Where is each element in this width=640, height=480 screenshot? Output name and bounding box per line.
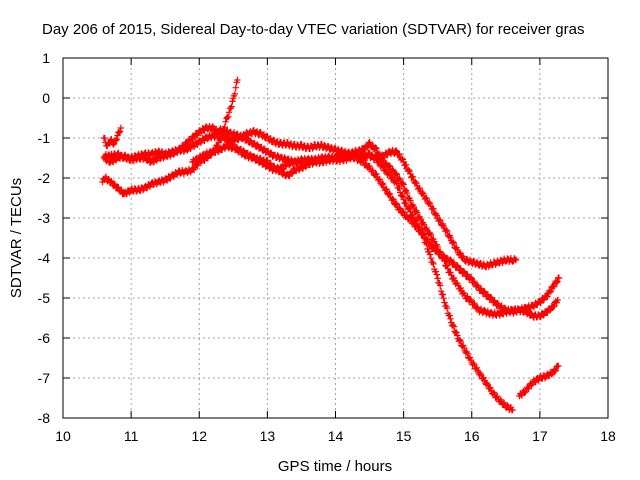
series-layer — [99, 76, 563, 414]
y-tick-label: -8 — [38, 410, 51, 426]
series-arc-5 — [189, 139, 561, 321]
y-tick-label: 1 — [42, 50, 50, 66]
series-arc-2 — [100, 124, 125, 150]
x-tick-label: 15 — [396, 428, 412, 444]
chart-title: Day 206 of 2015, Sidereal Day-to-day VTE… — [42, 21, 584, 38]
y-tick-label: -1 — [38, 130, 51, 146]
y-tick-label: -4 — [38, 250, 51, 266]
x-tick-label: 12 — [191, 428, 207, 444]
y-tick-label: -6 — [38, 330, 51, 346]
x-tick-label: 16 — [464, 428, 480, 444]
x-tick-label: 10 — [55, 428, 71, 444]
y-tick-label: -2 — [38, 170, 51, 186]
x-tick-label: 17 — [532, 428, 548, 444]
x-axis-label: GPS time / hours — [278, 458, 392, 475]
y-tick-label: 0 — [42, 90, 50, 106]
x-tick-labels: 10 11 12 13 14 15 16 17 18 — [55, 428, 616, 444]
series-arc-7 — [516, 362, 562, 400]
x-tick-label: 11 — [124, 428, 139, 444]
y-tick-label: -5 — [38, 290, 51, 306]
y-axis-label: SDTVAR / TECUs — [8, 178, 25, 298]
y-tick-labels: 1 0 -1 -2 -3 -4 -5 -6 -7 -8 — [38, 50, 51, 426]
x-tick-label: 18 — [600, 428, 616, 444]
grid — [62, 57, 609, 419]
series-arc-4 — [102, 127, 520, 271]
series-arc-6 — [216, 125, 563, 317]
y-tick-label: -7 — [38, 370, 51, 386]
x-tick-label: 13 — [260, 428, 276, 444]
x-tick-label: 14 — [328, 428, 344, 444]
y-tick-label: -3 — [38, 210, 51, 226]
plot-frame — [62, 57, 609, 419]
